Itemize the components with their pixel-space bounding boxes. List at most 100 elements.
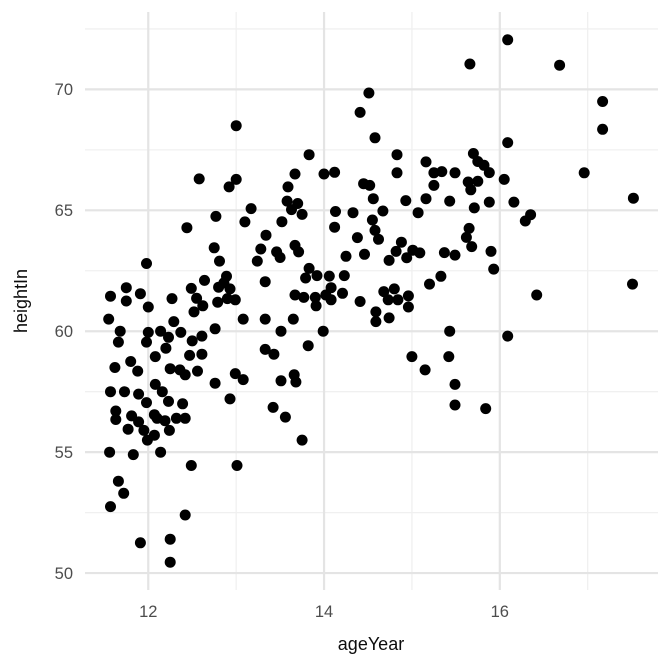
data-point bbox=[224, 393, 236, 405]
data-point bbox=[163, 424, 175, 436]
data-point bbox=[597, 123, 609, 135]
data-point bbox=[112, 336, 124, 348]
data-point bbox=[354, 106, 366, 118]
data-point bbox=[289, 168, 301, 180]
data-point bbox=[168, 316, 180, 328]
data-point bbox=[170, 412, 182, 424]
y-tick-label: 60 bbox=[55, 323, 73, 341]
data-point bbox=[185, 282, 197, 294]
data-point bbox=[364, 179, 376, 191]
data-point bbox=[134, 537, 146, 549]
data-point bbox=[382, 294, 394, 306]
data-point bbox=[498, 173, 510, 185]
data-point bbox=[444, 195, 456, 207]
data-point bbox=[525, 209, 537, 221]
data-point bbox=[163, 331, 174, 343]
data-point bbox=[303, 262, 315, 274]
data-point bbox=[223, 181, 235, 193]
data-point bbox=[133, 388, 145, 400]
data-point bbox=[412, 207, 424, 219]
data-point bbox=[230, 120, 242, 132]
data-point bbox=[485, 245, 497, 257]
data-point bbox=[373, 233, 384, 245]
y-tick-label: 65 bbox=[55, 202, 73, 220]
data-point bbox=[260, 229, 272, 241]
data-point bbox=[468, 202, 480, 214]
data-point bbox=[148, 429, 160, 441]
data-point bbox=[303, 149, 315, 161]
data-point bbox=[155, 325, 167, 337]
data-point bbox=[179, 412, 191, 424]
data-point bbox=[420, 193, 432, 205]
data-point bbox=[337, 287, 348, 299]
data-point bbox=[279, 411, 291, 423]
data-point bbox=[310, 300, 322, 312]
y-axis-tick-labels: 50 55 60 65 70 bbox=[55, 81, 73, 583]
data-point bbox=[276, 216, 288, 228]
data-point bbox=[110, 405, 122, 417]
data-point bbox=[109, 362, 121, 373]
data-point bbox=[155, 446, 167, 458]
data-point bbox=[209, 323, 221, 335]
data-point bbox=[383, 254, 395, 266]
data-point bbox=[502, 34, 514, 46]
data-point bbox=[141, 258, 152, 269]
data-point bbox=[237, 313, 249, 325]
data-point bbox=[259, 313, 271, 325]
data-point bbox=[366, 214, 378, 226]
data-point bbox=[255, 243, 267, 255]
data-point bbox=[199, 274, 210, 286]
data-point bbox=[120, 282, 132, 294]
data-point bbox=[330, 206, 341, 217]
data-point bbox=[367, 193, 379, 205]
y-tick-label: 50 bbox=[55, 565, 73, 583]
data-point bbox=[104, 446, 116, 458]
data-point bbox=[483, 167, 495, 179]
data-point bbox=[134, 288, 146, 300]
data-point bbox=[435, 270, 447, 282]
data-point bbox=[181, 222, 193, 234]
data-point bbox=[351, 232, 363, 244]
data-point bbox=[196, 330, 208, 342]
data-point bbox=[390, 245, 402, 257]
data-point bbox=[237, 374, 249, 386]
data-point bbox=[401, 252, 413, 264]
data-point bbox=[400, 195, 412, 207]
data-point bbox=[191, 292, 203, 304]
data-point bbox=[245, 203, 257, 215]
data-point bbox=[149, 351, 161, 363]
data-point bbox=[554, 59, 566, 71]
data-point bbox=[105, 386, 116, 398]
data-point bbox=[424, 278, 435, 290]
data-point bbox=[268, 348, 280, 360]
data-point bbox=[196, 348, 208, 360]
data-point bbox=[110, 414, 122, 425]
data-point bbox=[465, 184, 477, 196]
data-point bbox=[419, 364, 431, 376]
data-point bbox=[369, 132, 381, 144]
data-point bbox=[166, 293, 178, 305]
data-point bbox=[289, 289, 301, 301]
data-point bbox=[179, 369, 191, 381]
data-point bbox=[402, 301, 414, 313]
data-point bbox=[186, 335, 198, 347]
data-point bbox=[370, 306, 382, 318]
data-point bbox=[103, 313, 115, 325]
data-point bbox=[449, 167, 461, 179]
data-point bbox=[329, 221, 341, 233]
data-point bbox=[133, 416, 145, 428]
data-point bbox=[508, 196, 520, 208]
data-point bbox=[142, 326, 154, 338]
data-point bbox=[275, 375, 287, 387]
data-point bbox=[119, 386, 130, 398]
data-point bbox=[420, 156, 432, 168]
data-point bbox=[149, 378, 161, 390]
y-tick-label: 70 bbox=[55, 81, 73, 99]
data-point bbox=[213, 281, 225, 293]
data-point bbox=[184, 349, 196, 361]
data-point bbox=[164, 363, 176, 375]
data-point bbox=[377, 205, 389, 217]
data-point bbox=[224, 283, 236, 295]
data-point bbox=[392, 294, 404, 306]
